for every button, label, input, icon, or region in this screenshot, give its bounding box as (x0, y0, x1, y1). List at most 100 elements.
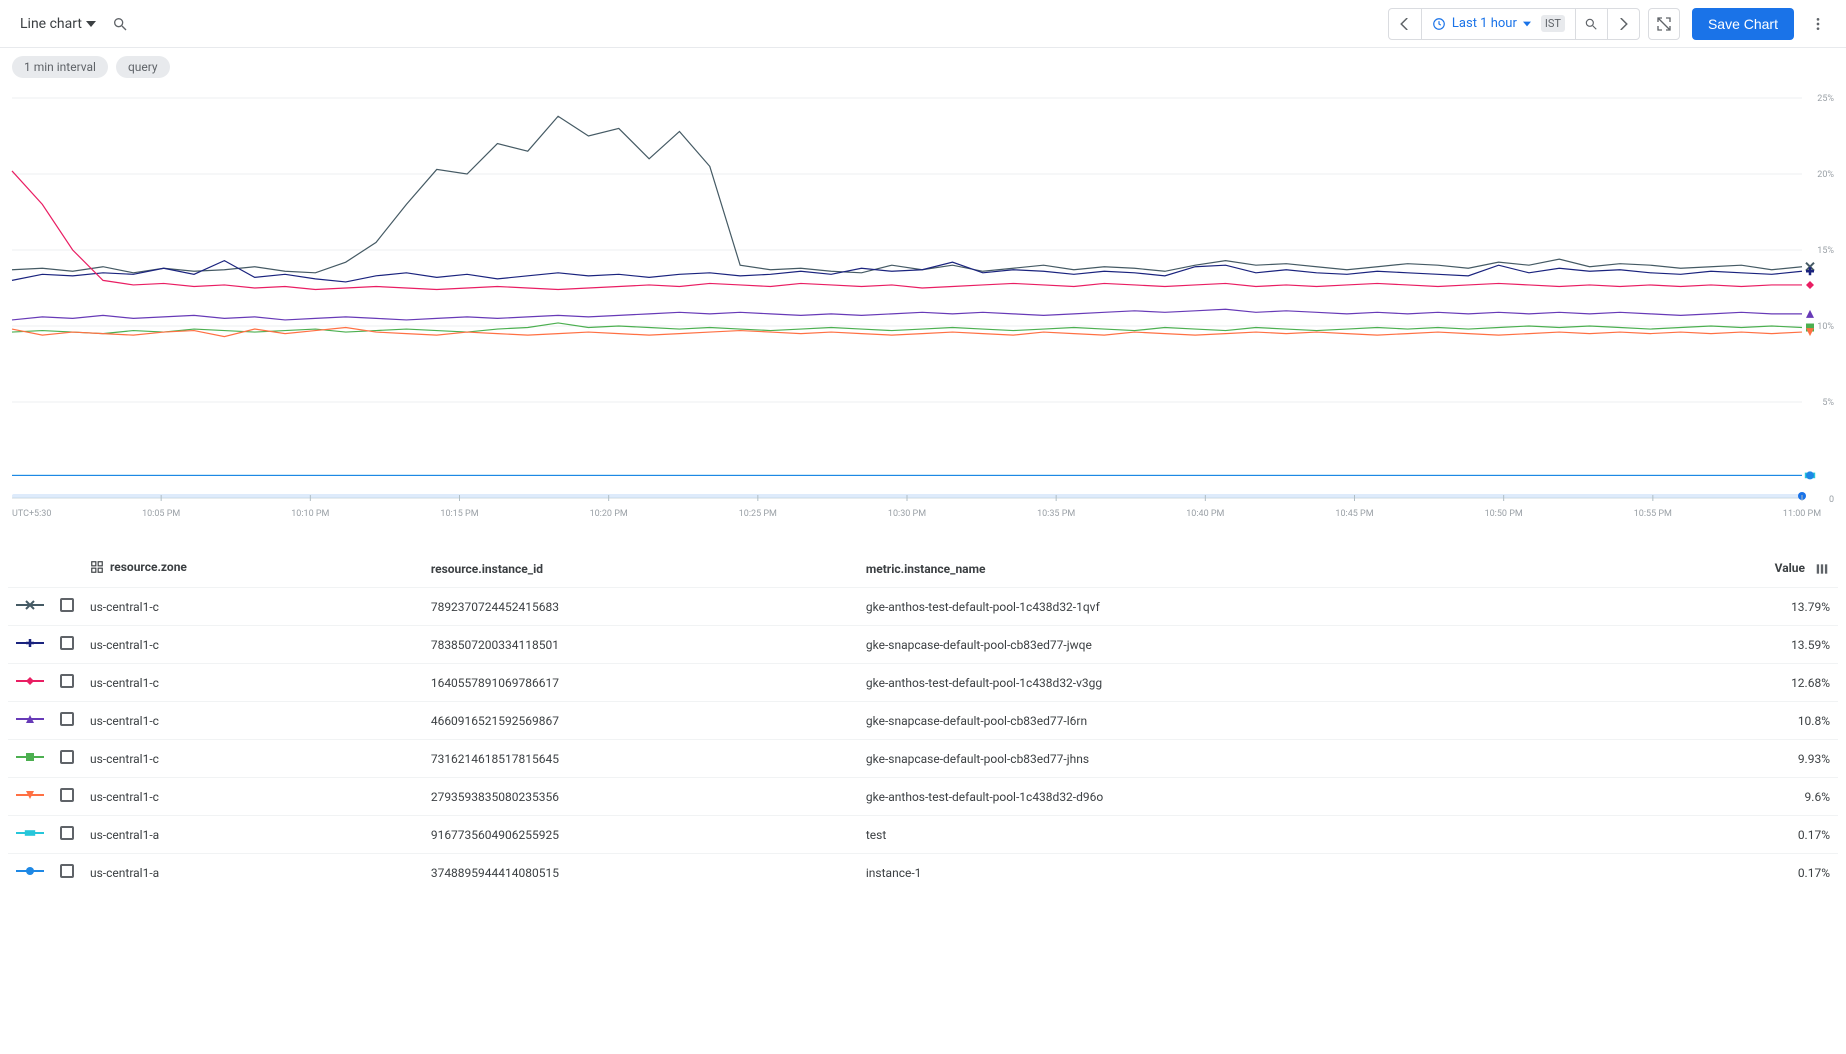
svg-text:10:50 PM: 10:50 PM (1485, 509, 1523, 519)
svg-text:10:10 PM: 10:10 PM (291, 509, 329, 519)
line-chart[interactable]: 5%10%15%20%25%UTC+5:3010:05 PM10:10 PM10… (8, 90, 1838, 550)
toolbar: Line chart Last 1 hour IST Save Chart (0, 0, 1846, 48)
row-checkbox[interactable] (60, 598, 74, 612)
svg-text:20%: 20% (1817, 170, 1834, 180)
time-range-dropdown[interactable]: Last 1 hour IST (1421, 9, 1575, 39)
cell-instance-id: 7316214618517815645 (423, 740, 858, 778)
svg-text:10:25 PM: 10:25 PM (739, 509, 777, 519)
svg-text:0: 0 (1829, 495, 1834, 505)
clock-icon (1432, 17, 1446, 31)
col-value[interactable]: Value (1623, 550, 1838, 588)
search-icon (1584, 17, 1598, 31)
cell-instance-name: gke-anthos-test-default-pool-1c438d32-d9… (858, 778, 1623, 816)
row-checkbox[interactable] (60, 750, 74, 764)
cell-instance-name: gke-snapcase-default-pool-cb83ed77-jwqe (858, 626, 1623, 664)
cell-instance-name: instance-1 (858, 854, 1623, 892)
time-next-button[interactable] (1607, 9, 1639, 39)
save-chart-button[interactable]: Save Chart (1692, 8, 1794, 40)
row-checkbox[interactable] (60, 864, 74, 878)
search-icon-button[interactable] (104, 8, 136, 40)
table-row[interactable]: us-central1-c7892370724452415683gke-anth… (8, 588, 1838, 626)
more-menu-button[interactable] (1802, 8, 1834, 40)
table-row[interactable]: us-central1-c2793593835080235356gke-anth… (8, 778, 1838, 816)
reset-zoom-button[interactable] (1648, 8, 1680, 40)
table-row[interactable]: us-central1-a9167735604906255925test0.17… (8, 816, 1838, 854)
col-instance-name[interactable]: metric.instance_name (858, 550, 1623, 588)
time-range-label: Last 1 hour (1452, 16, 1517, 31)
series-marker (8, 778, 52, 816)
cell-value: 9.93% (1623, 740, 1838, 778)
chart-container: 5%10%15%20%25%UTC+5:3010:05 PM10:10 PM10… (0, 82, 1846, 550)
cell-instance-name: gke-snapcase-default-pool-cb83ed77-jhns (858, 740, 1623, 778)
svg-text:10:05 PM: 10:05 PM (142, 509, 180, 519)
row-checkbox[interactable] (60, 636, 74, 650)
svg-text:15%: 15% (1817, 246, 1834, 256)
svg-text:10:40 PM: 10:40 PM (1186, 509, 1224, 519)
series-marker (8, 702, 52, 740)
svg-text:10:20 PM: 10:20 PM (590, 509, 628, 519)
zoom-out-map-icon (1656, 16, 1672, 32)
cell-value: 9.6% (1623, 778, 1838, 816)
table-row[interactable]: us-central1-c7838507200334118501gke-snap… (8, 626, 1838, 664)
timezone-badge: IST (1541, 15, 1565, 32)
cell-value: 13.79% (1623, 588, 1838, 626)
row-checkbox[interactable] (60, 712, 74, 726)
series-marker (8, 588, 52, 626)
series-marker (8, 740, 52, 778)
svg-text:UTC+5:30: UTC+5:30 (12, 509, 51, 519)
caret-down-icon (1523, 20, 1531, 28)
svg-text:10:55 PM: 10:55 PM (1634, 509, 1672, 519)
cell-instance-id: 9167735604906255925 (423, 816, 858, 854)
more-vert-icon (1810, 16, 1826, 32)
cell-zone: us-central1-c (82, 664, 423, 702)
grid-icon (90, 560, 104, 574)
table-row[interactable]: us-central1-a3748895944414080515instance… (8, 854, 1838, 892)
legend-table: resource.zone resource.instance_id metri… (8, 550, 1838, 891)
cell-value: 0.17% (1623, 854, 1838, 892)
cell-zone: us-central1-a (82, 854, 423, 892)
cell-instance-name: gke-snapcase-default-pool-cb83ed77-l6rn (858, 702, 1623, 740)
series-marker (8, 854, 52, 892)
columns-icon[interactable] (1814, 562, 1830, 576)
col-zone[interactable]: resource.zone (82, 550, 423, 588)
series-marker (8, 664, 52, 702)
cell-zone: us-central1-c (82, 588, 423, 626)
cell-value: 10.8% (1623, 702, 1838, 740)
svg-text:11:00 PM: 11:00 PM (1783, 509, 1821, 519)
filter-chips: 1 min interval query (0, 48, 1846, 82)
time-zoom-button[interactable] (1575, 9, 1607, 39)
cell-zone: us-central1-c (82, 740, 423, 778)
chart-type-dropdown[interactable]: Line chart (12, 12, 104, 36)
time-prev-button[interactable] (1389, 9, 1421, 39)
time-controls: Last 1 hour IST (1388, 8, 1640, 40)
cell-value: 13.59% (1623, 626, 1838, 664)
cell-instance-name: gke-anthos-test-default-pool-1c438d32-1q… (858, 588, 1623, 626)
table-row[interactable]: us-central1-c1640557891069786617gke-anth… (8, 664, 1838, 702)
cell-zone: us-central1-c (82, 702, 423, 740)
cell-instance-id: 7892370724452415683 (423, 588, 858, 626)
cell-instance-id: 7838507200334118501 (423, 626, 858, 664)
row-checkbox[interactable] (60, 674, 74, 688)
svg-text:10:15 PM: 10:15 PM (440, 509, 478, 519)
cell-instance-id: 2793593835080235356 (423, 778, 858, 816)
cell-zone: us-central1-c (82, 778, 423, 816)
svg-text:10:35 PM: 10:35 PM (1037, 509, 1075, 519)
cell-instance-id: 4660916521592569867 (423, 702, 858, 740)
series-marker (8, 626, 52, 664)
cell-instance-name: gke-anthos-test-default-pool-1c438d32-v3… (858, 664, 1623, 702)
col-instance-id[interactable]: resource.instance_id (423, 550, 858, 588)
chevron-right-icon (1617, 18, 1629, 30)
chevron-left-icon (1399, 18, 1411, 30)
search-icon (112, 16, 128, 32)
table-row[interactable]: us-central1-c7316214618517815645gke-snap… (8, 740, 1838, 778)
chip-interval[interactable]: 1 min interval (12, 56, 108, 78)
cell-instance-id: 3748895944414080515 (423, 854, 858, 892)
row-checkbox[interactable] (60, 826, 74, 840)
table-row[interactable]: us-central1-c4660916521592569867gke-snap… (8, 702, 1838, 740)
cell-value: 12.68% (1623, 664, 1838, 702)
cell-zone: us-central1-a (82, 816, 423, 854)
svg-text:25%: 25% (1817, 94, 1834, 104)
row-checkbox[interactable] (60, 788, 74, 802)
series-marker (8, 816, 52, 854)
chip-query[interactable]: query (116, 56, 170, 78)
